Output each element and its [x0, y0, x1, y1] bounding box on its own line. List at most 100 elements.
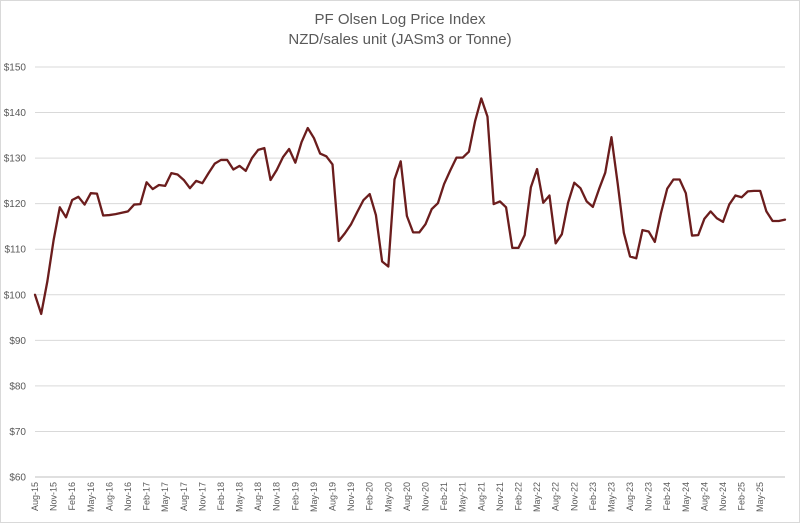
series-line: [33, 97, 787, 316]
x-tick-label: Feb-25: [737, 482, 747, 511]
y-tick-label: $120: [4, 199, 27, 210]
data-point: [275, 169, 278, 171]
data-point: [89, 192, 92, 194]
data-point: [313, 137, 315, 139]
data-point: [666, 187, 669, 190]
data-point: [306, 127, 309, 129]
data-point: [207, 172, 210, 174]
x-tick-label: Nov-17: [197, 482, 207, 511]
data-point: [83, 203, 86, 206]
data-point: [567, 201, 569, 204]
data-point: [554, 242, 557, 245]
data-point: [102, 214, 104, 217]
data-point: [65, 216, 67, 219]
x-tick-label: Aug-17: [179, 482, 189, 511]
x-tick-label: Nov-16: [123, 482, 133, 511]
data-point: [381, 260, 383, 263]
data-point: [604, 171, 607, 174]
data-point: [120, 211, 123, 214]
data-point: [523, 234, 526, 236]
y-tick-label: $80: [9, 381, 26, 392]
data-point: [77, 196, 80, 198]
data-point: [350, 223, 352, 225]
data-point: [635, 257, 638, 260]
data-point: [716, 217, 718, 220]
data-point: [189, 187, 191, 189]
data-point: [499, 200, 501, 203]
x-tick-label: Feb-20: [365, 482, 375, 511]
data-point: [623, 232, 625, 234]
data-point: [220, 159, 222, 161]
data-point: [486, 115, 489, 118]
data-point: [399, 160, 402, 163]
data-point: [412, 231, 414, 234]
data-point: [375, 214, 377, 216]
data-point: [709, 210, 712, 213]
data-point: [300, 141, 303, 143]
data-point: [52, 239, 55, 241]
data-point: [114, 213, 117, 215]
data-point: [158, 184, 160, 186]
data-point: [728, 203, 731, 206]
data-point: [747, 190, 749, 193]
data-point: [517, 247, 520, 249]
x-tick-label: Feb-22: [513, 482, 523, 511]
y-axis-ticks: $60 $70 $80 $90 $100 $110 $120 $130 $140 $150: [4, 63, 27, 484]
y-tick-label: $130: [4, 154, 27, 165]
y-tick-label: $110: [4, 245, 26, 256]
chart-title: PF Olsen Log Price Index: [314, 11, 486, 28]
data-point: [195, 180, 197, 182]
data-point: [647, 230, 650, 233]
x-tick-label: Feb-21: [439, 482, 449, 511]
data-point: [96, 192, 98, 195]
data-point: [337, 240, 340, 242]
y-tick-label: $70: [9, 427, 26, 438]
data-point: [238, 165, 241, 167]
data-point: [474, 120, 476, 123]
x-tick-label: Nov-15: [49, 482, 59, 511]
x-tick-label: Nov-21: [495, 482, 505, 511]
data-point: [151, 188, 154, 190]
x-tick-label: Nov-24: [718, 482, 728, 511]
data-point: [685, 192, 687, 194]
data-point: [145, 181, 148, 184]
x-tick-label: May-25: [755, 482, 765, 512]
data-point: [616, 182, 619, 184]
data-point: [771, 220, 774, 222]
data-point: [703, 217, 706, 220]
data-point: [492, 203, 495, 205]
data-point: [468, 150, 470, 153]
data-point: [294, 161, 297, 164]
data-point: [573, 181, 576, 184]
data-point: [536, 168, 538, 170]
data-point: [344, 232, 346, 235]
x-tick-label: Aug-24: [699, 482, 709, 511]
data-point: [753, 190, 755, 192]
data-point: [641, 229, 644, 231]
data-point: [387, 265, 390, 268]
data-point: [139, 203, 142, 205]
x-tick-label: Aug-21: [476, 482, 486, 511]
data-point: [778, 220, 780, 222]
data-point: [46, 280, 49, 282]
data-point: [660, 211, 662, 214]
data-point: [213, 162, 216, 165]
x-tick-label: Aug-19: [328, 482, 338, 511]
data-point: [232, 168, 235, 171]
data-point: [226, 159, 228, 161]
series-group: [33, 97, 787, 316]
data-point: [610, 136, 613, 138]
data-point: [480, 97, 483, 100]
x-tick-label: Aug-20: [402, 482, 412, 511]
data-point: [368, 193, 371, 195]
data-point: [561, 233, 563, 235]
data-point: [356, 211, 359, 213]
data-point: [244, 170, 247, 172]
x-tick-label: Aug-22: [551, 482, 561, 511]
data-point: [455, 156, 458, 159]
x-tick-label: Feb-16: [67, 482, 77, 511]
x-tick-label: Feb-19: [290, 482, 300, 511]
x-tick-label: Feb-24: [662, 482, 672, 511]
x-tick-label: Nov-23: [644, 482, 654, 511]
